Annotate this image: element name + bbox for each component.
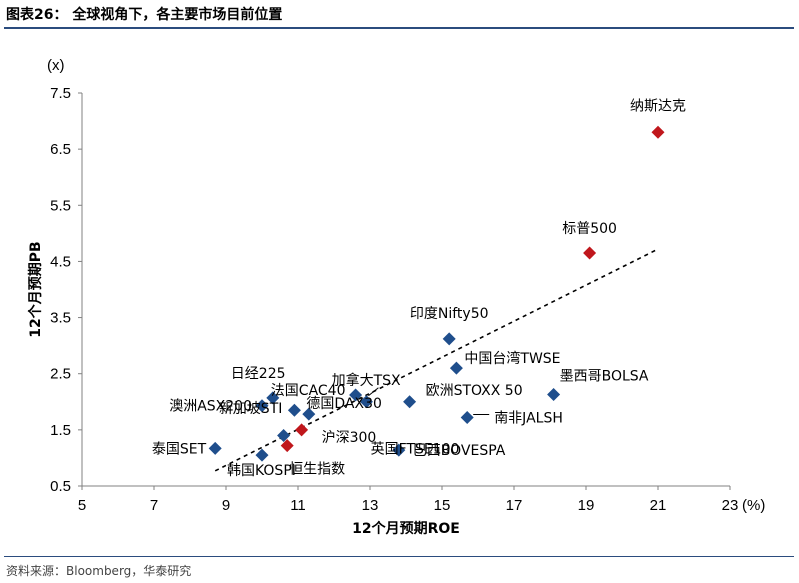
x-tick-label: 13 xyxy=(362,497,379,514)
x-tick-label: 9 xyxy=(222,497,230,514)
point-5 xyxy=(449,361,463,375)
x-tick-label: 19 xyxy=(578,497,595,514)
x-tick-label: 11 xyxy=(290,497,306,514)
point-9 xyxy=(359,395,373,409)
trendline xyxy=(214,248,659,472)
y-tick-label: 7.5 xyxy=(50,85,71,102)
x-tick-label: 21 xyxy=(650,497,667,514)
source-note: 资料来源：Bloomberg，华泰研究 xyxy=(6,564,192,578)
point-label: 纳斯达克 xyxy=(630,98,686,114)
x-tick-label: 17 xyxy=(506,497,523,514)
point-10 xyxy=(302,407,316,421)
point-label: 巴西BOVESPA xyxy=(413,443,506,459)
point-6 xyxy=(547,387,561,401)
point-11 xyxy=(266,391,280,405)
y-tick-label: 3.5 xyxy=(50,310,71,327)
point-label: 沪深300 xyxy=(322,430,377,446)
point-label: 加拿大TSX xyxy=(332,372,401,389)
x-tick-label: 5 xyxy=(78,497,86,514)
y-tick-label: 5.5 xyxy=(50,197,71,214)
point-16 xyxy=(392,443,406,457)
point-label: 中国台湾TWSE xyxy=(464,350,560,367)
point-label: 德国DAX30 xyxy=(306,396,382,412)
point-label: 法国CAC40 xyxy=(271,383,346,399)
point-label: 日经225 xyxy=(231,366,286,382)
point-label: 新加坡STI xyxy=(219,401,283,417)
point-3 xyxy=(280,439,294,453)
x-unit-label: (%) xyxy=(742,497,765,514)
point-label: 南非JALSH xyxy=(494,411,563,427)
scatter-chart: 0.5 1.5 2.5 3.5 4.5 5.5 6.5 7.5 5 7 9 11 13 15 17 19 21 2… xyxy=(27,57,765,537)
points-layer xyxy=(208,125,665,462)
footer-rule xyxy=(4,556,794,557)
point-17 xyxy=(208,441,222,455)
point-label: 韩国KOSPI xyxy=(227,463,296,479)
point-4 xyxy=(442,332,456,346)
point-7 xyxy=(349,388,363,402)
point-15 xyxy=(460,411,474,425)
y-tick-label: 0.5 xyxy=(50,478,71,495)
point-label: 欧洲STOXX 50 xyxy=(426,383,523,399)
trendline-layer xyxy=(214,248,659,472)
y-tick-label: 6.5 xyxy=(50,141,71,158)
point-2 xyxy=(295,423,309,437)
y-tick-label: 2.5 xyxy=(50,366,71,383)
y-tick-label: 1.5 xyxy=(50,422,71,439)
y-unit-label: (x) xyxy=(47,57,65,74)
point-1 xyxy=(583,246,597,260)
x-tick-label: 23 xyxy=(722,497,739,514)
leader-line xyxy=(368,387,379,397)
point-8 xyxy=(403,395,417,409)
point-label: 澳洲ASX200 xyxy=(169,399,252,415)
point-label: 恒生指数 xyxy=(289,462,345,478)
x-tick-label: 15 xyxy=(434,497,451,514)
x-axis-title: 12个月预期ROE xyxy=(352,520,460,537)
point-18 xyxy=(255,448,269,462)
point-0 xyxy=(651,125,665,139)
point-14 xyxy=(277,428,291,442)
point-label: 英国FTSE100 xyxy=(371,440,460,457)
y-tick-label: 4.5 xyxy=(50,253,71,270)
y-axis-title: 12个月预期PB xyxy=(27,241,44,337)
point-label: 泰国SET xyxy=(152,441,207,457)
title-rule xyxy=(4,27,794,29)
chart-axes: 0.5 1.5 2.5 3.5 4.5 5.5 6.5 7.5 5 7 9 11 13 15 17 19 21 2… xyxy=(50,85,738,514)
figure-title: 图表26： 全球视角下，各主要市场目前位置 xyxy=(6,7,283,23)
point-label: 墨西哥BOLSA xyxy=(560,368,649,384)
point-13 xyxy=(287,403,301,417)
point-label: 印度Nifty50 xyxy=(410,306,489,322)
point-label: 标普500 xyxy=(562,221,617,237)
x-tick-label: 7 xyxy=(150,497,158,514)
point-12 xyxy=(255,399,269,413)
